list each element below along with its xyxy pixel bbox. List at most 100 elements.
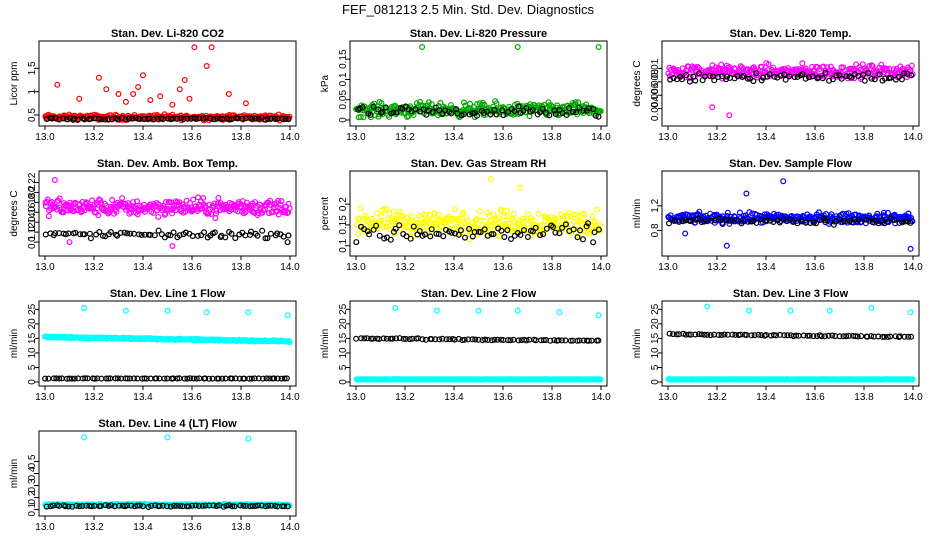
- data-point: [494, 336, 501, 343]
- data-point: [108, 502, 115, 509]
- y-tick-label: 0.16: [27, 202, 38, 222]
- y-tick-label: 0.5: [27, 454, 38, 468]
- data-point: [285, 116, 292, 123]
- data-point: [99, 232, 106, 239]
- data-point: [472, 336, 479, 343]
- data-point: [881, 333, 888, 340]
- data-point: [487, 111, 494, 118]
- data-point: [174, 199, 181, 206]
- data-point: [173, 502, 180, 509]
- data-point: [222, 375, 229, 382]
- data-point: [800, 332, 807, 339]
- data-point: [462, 234, 469, 241]
- data-point: [246, 375, 253, 382]
- outlier-point: [726, 112, 733, 119]
- outlier-point: [745, 307, 752, 314]
- data-point: [715, 332, 722, 339]
- data-point: [396, 222, 403, 229]
- panel-title: Stan. Dev. Line 2 Flow: [421, 288, 537, 300]
- data-point: [165, 232, 172, 239]
- y-tick-label: 15: [650, 332, 661, 344]
- data-point: [135, 231, 142, 238]
- data-point: [162, 199, 169, 206]
- data-point: [124, 502, 131, 509]
- data-point: [71, 375, 78, 382]
- x-tick-label: 13.4: [444, 262, 464, 273]
- y-axis-label: percent: [320, 197, 331, 231]
- data-point: [43, 115, 50, 122]
- outlier-point: [433, 307, 440, 314]
- series-station: [665, 60, 916, 119]
- data-point: [134, 502, 141, 509]
- data-point: [896, 219, 903, 226]
- data-point: [515, 337, 522, 344]
- data-point: [576, 227, 583, 234]
- data-point: [807, 220, 814, 227]
- data-point: [268, 502, 275, 509]
- data-point: [200, 195, 207, 202]
- data-point: [210, 203, 217, 210]
- data-point: [574, 337, 581, 344]
- data-point: [794, 73, 801, 80]
- data-point: [724, 209, 731, 216]
- data-point: [366, 231, 373, 238]
- points-layer: [42, 44, 293, 124]
- data-point: [491, 336, 498, 343]
- data-point: [428, 101, 435, 108]
- data-point: [422, 231, 429, 238]
- outlier-point: [743, 190, 750, 197]
- y-tick-label: 10: [27, 347, 38, 359]
- data-point: [179, 503, 186, 510]
- y-tick-label: 0.2: [27, 490, 38, 504]
- data-point: [806, 332, 813, 339]
- data-point: [461, 99, 468, 106]
- data-point: [357, 113, 364, 120]
- data-point: [259, 227, 266, 234]
- data-point: [105, 375, 112, 382]
- x-tick-label: 13.6: [805, 132, 825, 143]
- data-point: [481, 226, 488, 233]
- data-point: [370, 226, 377, 233]
- data-point: [902, 218, 909, 225]
- points-layer: [353, 43, 604, 121]
- series-station: [41, 304, 293, 346]
- data-point: [519, 215, 526, 222]
- data-point: [501, 213, 508, 220]
- data-point: [560, 213, 567, 220]
- data-point: [138, 231, 145, 238]
- x-tick-label: 13.8: [854, 132, 874, 143]
- outlier-point: [76, 95, 83, 102]
- data-point: [799, 71, 806, 78]
- x-tick-label: 13.2: [395, 262, 415, 273]
- data-point: [126, 115, 133, 122]
- data-point: [91, 375, 98, 382]
- data-point: [114, 375, 121, 382]
- y-tick-label: 1: [27, 88, 38, 94]
- x-tick-label: 13.0: [35, 392, 55, 403]
- data-point: [192, 502, 199, 509]
- panel-title: Stan. Dev. Gas Stream RH: [411, 158, 547, 170]
- data-point: [435, 231, 442, 238]
- panels-container: Stan. Dev. Li-820 CO2 13.0 13.2 13.4 13.6 13.…: [9, 28, 923, 533]
- data-point: [487, 217, 494, 224]
- data-point: [194, 232, 201, 239]
- data-point: [907, 219, 914, 226]
- data-point: [549, 224, 556, 231]
- data-point: [249, 503, 256, 510]
- data-point: [476, 208, 483, 215]
- data-point: [404, 214, 411, 221]
- data-point: [114, 232, 121, 239]
- data-point: [909, 376, 916, 383]
- x-tick-label: 13.0: [658, 132, 678, 143]
- data-point: [740, 216, 747, 223]
- data-point: [469, 336, 476, 343]
- data-point: [583, 223, 590, 230]
- data-point: [184, 115, 191, 122]
- data-point: [231, 503, 238, 510]
- x-tick-label: 13.2: [84, 522, 104, 533]
- data-point: [71, 115, 78, 122]
- data-point: [567, 337, 574, 344]
- data-point: [595, 337, 602, 344]
- panel-title: Stan. Dev. Line 4 (LT) Flow: [98, 418, 237, 430]
- data-point: [390, 208, 397, 215]
